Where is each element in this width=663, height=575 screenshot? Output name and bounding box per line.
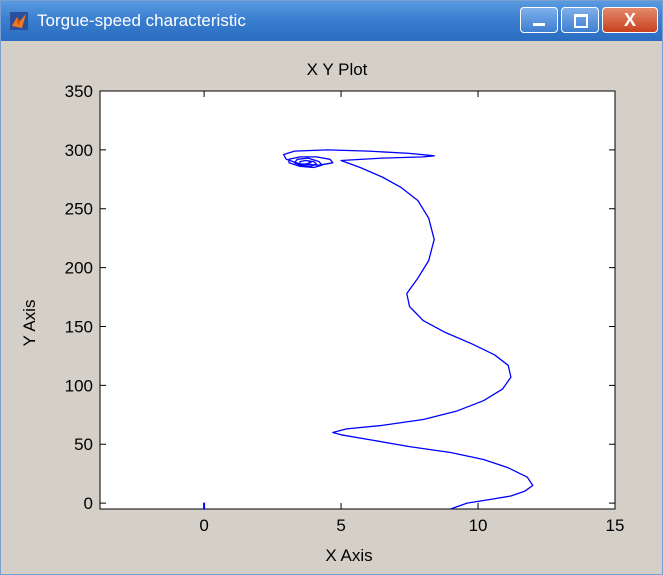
close-button[interactable]: X bbox=[602, 7, 658, 33]
y-tick-label: 0 bbox=[84, 494, 93, 513]
y-tick-label: 300 bbox=[65, 141, 93, 160]
series-line bbox=[282, 149, 534, 510]
matlab-figure-icon bbox=[10, 12, 28, 30]
maximize-icon bbox=[574, 14, 588, 28]
title-bar[interactable]: Torgue-speed characteristic X bbox=[1, 1, 662, 41]
series-group bbox=[203, 149, 534, 510]
y-tick-label: 200 bbox=[65, 259, 93, 278]
chart-title: X Y Plot bbox=[307, 60, 368, 79]
y-tick-label: 50 bbox=[74, 435, 93, 454]
axes-box bbox=[99, 90, 616, 510]
minimize-icon bbox=[533, 23, 545, 26]
minimize-button[interactable] bbox=[520, 7, 558, 33]
x-axis-label: X Axis bbox=[325, 546, 372, 565]
y-tick-label: 150 bbox=[65, 317, 93, 336]
y-tick-label: 100 bbox=[65, 376, 93, 395]
x-tick-label: 5 bbox=[336, 516, 345, 535]
axis-ticks bbox=[100, 90, 616, 509]
x-tick-label: 0 bbox=[199, 516, 208, 535]
maximize-button[interactable] bbox=[561, 7, 599, 33]
y-axis-label: Y Axis bbox=[20, 300, 39, 347]
figure-area: X Y Plot 0 5 10 15 0 50 100 150 200 250 300 350 X A… bbox=[9, 41, 656, 568]
x-tick-label: 15 bbox=[606, 516, 625, 535]
x-tick-label: 10 bbox=[469, 516, 488, 535]
close-icon: X bbox=[623, 10, 636, 30]
y-tick-label: 250 bbox=[65, 200, 93, 219]
y-tick-label: 350 bbox=[65, 82, 93, 101]
window-title: Torgue-speed characteristic bbox=[37, 11, 246, 30]
